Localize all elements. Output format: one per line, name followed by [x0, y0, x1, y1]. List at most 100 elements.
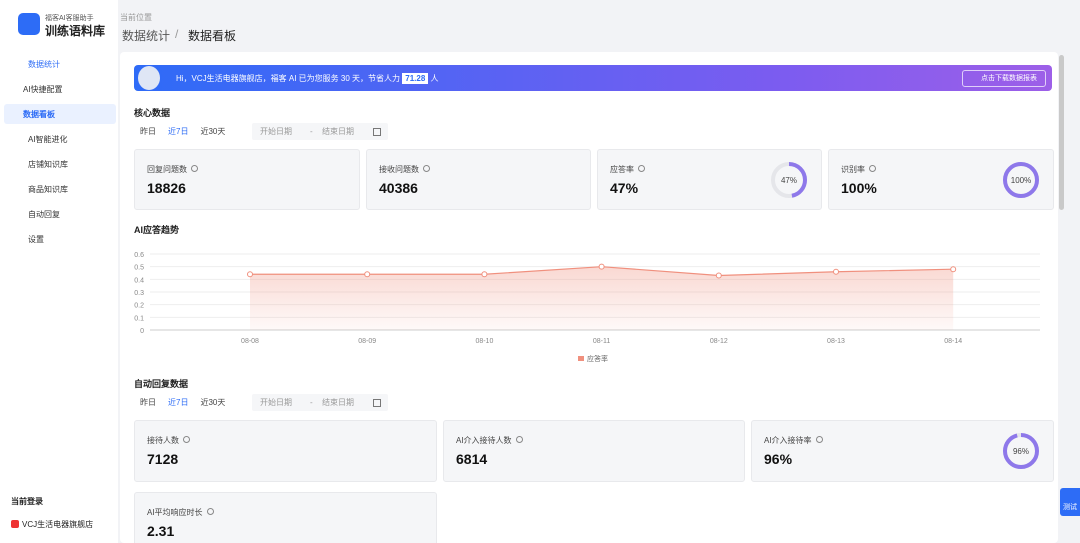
date-filter: 昨日 近7日 近30天	[134, 123, 231, 140]
y-tick-label: 0.5	[134, 265, 144, 272]
help-icon[interactable]	[515, 436, 523, 443]
trend-chart: 0 0.1 0.2 0.3 0.4 0.5 0.6 08-08 08-09 08-10 08-11 0…	[134, 252, 1040, 363]
stat-label: 接待人数	[147, 435, 190, 446]
help-icon[interactable]	[869, 165, 876, 172]
content: Hi，VCJ生活电器旗舰店，福客 AI 已为您服务 30 天，节省人力 71.2…	[120, 52, 1058, 543]
test-button[interactable]: 测试	[1060, 488, 1080, 516]
stat-value: 100%	[841, 180, 877, 196]
banner-message: Hi，VCJ生活电器旗舰店，福客 AI 已为您服务 30 天，节省人力	[176, 74, 401, 83]
stat-value: 7128	[147, 451, 179, 467]
x-tick-label: 08-13	[827, 338, 845, 345]
point	[598, 263, 605, 270]
help-icon[interactable]	[638, 165, 645, 172]
point	[950, 266, 957, 273]
ring: 100%	[1003, 161, 1039, 198]
y-tick-label: 0.3	[134, 290, 144, 297]
ring-label: 47%	[781, 176, 797, 185]
stat-card: AI介入接待人数 6814	[443, 420, 745, 482]
stat-label: 识别率	[841, 164, 876, 175]
active-bg	[4, 104, 116, 124]
point	[247, 271, 253, 278]
help-icon[interactable]	[423, 165, 430, 172]
menu-item[interactable]: AI快捷配置	[23, 85, 63, 94]
ring-value	[1003, 433, 1039, 469]
section-title: 核心数据	[134, 108, 171, 118]
stat-value: 96%	[764, 451, 793, 467]
ring-label: 96%	[1013, 447, 1029, 456]
y-tick-label: 0	[140, 328, 144, 335]
menu-item[interactable]: 设置	[28, 235, 44, 244]
filter-option[interactable]: 近7日	[168, 127, 189, 136]
x-tick-label: 08-12	[710, 338, 728, 345]
filter-option[interactable]: 昨日	[140, 398, 156, 407]
menu-item[interactable]: 商品知识库	[28, 185, 68, 194]
stat-value: 6814	[456, 451, 488, 467]
menu-item[interactable]: 数据看板	[23, 110, 55, 119]
breadcrumb-item[interactable]: 数据统计	[122, 29, 171, 43]
date-range[interactable]: 开始日期 - 结束日期	[252, 394, 388, 411]
banner-text: Hi，VCJ生活电器旗舰店，福客 AI 已为您服务 30 天，节省人力 71.2…	[176, 73, 439, 84]
x-tick-label: 08-11	[593, 338, 610, 345]
x-tick-label: 08-08	[241, 338, 259, 345]
breadcrumb-item: 数据看板	[188, 29, 237, 43]
menu-item[interactable]: 自动回复	[28, 210, 60, 219]
y-tick-label: 0.6	[134, 252, 144, 259]
logo-title: 训练语料库	[45, 24, 106, 38]
stat-label: 接收问题数	[379, 164, 430, 175]
legend-swatch	[578, 356, 584, 361]
y-tick-label: 0.1	[134, 315, 144, 322]
date-range[interactable]: 开始日期 - 结束日期	[252, 123, 388, 140]
stat-label: AI平均响应时长	[147, 507, 214, 518]
stat-card: 回复问题数 18826	[134, 149, 360, 210]
banner: Hi，VCJ生活电器旗舰店，福客 AI 已为您服务 30 天，节省人力 71.2…	[134, 65, 1052, 91]
date-filter: 昨日 近7日 近30天	[134, 394, 231, 411]
sidebar: 福客AI客服助手 训练语料库 数据统计 AI快捷配置 数据看板 AI智能进化 店…	[0, 0, 118, 543]
login-label: 当前登录	[11, 497, 43, 506]
filter-option[interactable]: 近30天	[200, 127, 226, 136]
ring-label: 100%	[1011, 176, 1031, 185]
stat-card: AI平均响应时长 2.31	[134, 492, 437, 543]
breadcrumb-label: 当前位置	[120, 13, 152, 22]
banner-unit: 人	[430, 74, 439, 83]
stat-card: 接收问题数 40386	[366, 149, 591, 210]
ring-value	[1003, 161, 1039, 198]
breadcrumb-separator: /	[175, 27, 179, 41]
end-date: 结束日期	[322, 127, 354, 136]
stat-label: 回复问题数	[147, 164, 198, 175]
stat-card: 应答率 47% 47%	[597, 149, 822, 210]
help-icon[interactable]	[191, 165, 198, 172]
stat-card: 识别率 100% 100%	[828, 149, 1054, 210]
date-separator: -	[310, 127, 313, 136]
logo-icon	[18, 13, 40, 35]
menu-item[interactable]: 店铺知识库	[28, 160, 68, 169]
point	[833, 268, 839, 275]
help-icon[interactable]	[206, 508, 214, 515]
help-icon[interactable]	[815, 436, 823, 443]
filter-option[interactable]: 近7日	[168, 398, 189, 407]
y-tick-label: 0.4	[134, 277, 144, 284]
start-date: 开始日期	[260, 398, 292, 407]
stat-value: 2.31	[147, 523, 175, 539]
legend-label: 应答率	[587, 354, 608, 363]
stat-label: AI介入接待率	[764, 435, 823, 446]
x-tick-label: 08-14	[944, 338, 962, 345]
menu-item[interactable]: 数据统计	[28, 60, 60, 69]
store-name: VCJ生活电器旗舰店	[22, 520, 94, 529]
logo-subtitle: 福客AI客服助手	[45, 15, 94, 22]
section-title: 自动回复数据	[134, 379, 189, 389]
store-icon	[11, 520, 19, 528]
avatar	[138, 66, 160, 90]
y-tick-label: 0.2	[134, 303, 144, 310]
filter-option[interactable]: 近30天	[200, 398, 226, 407]
ring: 96%	[1003, 433, 1039, 469]
x-tick-label: 08-09	[358, 338, 376, 345]
download-button[interactable]: 点击下载数据报表	[962, 70, 1046, 87]
scrollbar[interactable]	[1059, 55, 1064, 210]
calendar-icon	[373, 128, 381, 136]
menu-item[interactable]: AI智能进化	[28, 135, 68, 144]
filter-option[interactable]: 昨日	[140, 127, 156, 136]
point	[481, 271, 488, 278]
help-icon[interactable]	[183, 436, 190, 443]
stat-card: 接待人数 7128	[134, 420, 437, 482]
